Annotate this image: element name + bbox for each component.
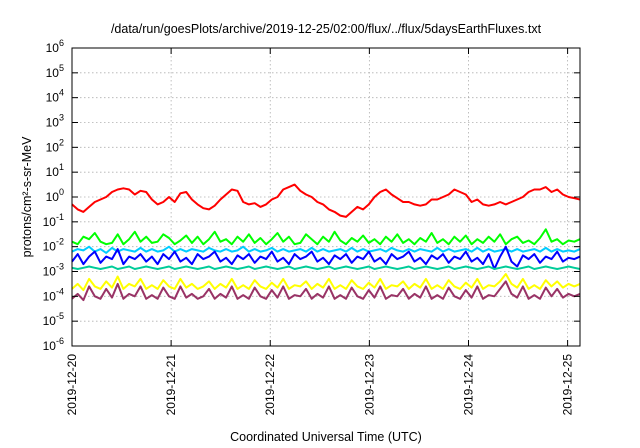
y-tick-exponent: -5 <box>56 311 64 321</box>
series-line-4 <box>71 245 581 270</box>
y-tick-exponent: -2 <box>56 237 64 247</box>
series-line-1 <box>71 183 581 218</box>
y-tick-exponent: -6 <box>56 336 64 346</box>
x-tick-label: 2019-12-21 <box>164 354 178 416</box>
y-tick-exponent: 4 <box>59 88 64 98</box>
y-axis-label: protons/cm²-s-sr-MeV <box>20 136 34 258</box>
y-tick-exponent: 1 <box>59 162 64 172</box>
grid-lines <box>72 48 580 346</box>
chart-title: /data/run/goesPlots/archive/2019-12-25/0… <box>111 22 542 36</box>
x-tick-label: 2019-12-22 <box>263 354 277 416</box>
y-tick-exponent: 5 <box>59 63 64 73</box>
y-tick-exponent: -4 <box>56 286 64 296</box>
series-line-2 <box>71 228 581 246</box>
x-tick-label: 2019-12-25 <box>561 354 575 416</box>
y-tick-exponent: 0 <box>59 187 64 197</box>
x-axis-label: Coordinated Universal Time (UTC) <box>230 430 422 444</box>
y-tick-exponent: 2 <box>59 137 64 147</box>
series-line-5 <box>71 265 581 270</box>
x-tick-label: 2019-12-24 <box>461 354 475 416</box>
x-tick-label: 2019-12-23 <box>362 354 376 416</box>
y-tick-exponent: -3 <box>56 262 64 272</box>
x-axis-ticks: 2019-12-20 2019-12-21 2019-12-22 2019-12-23… <box>65 48 575 415</box>
y-tick-exponent: 3 <box>59 113 64 123</box>
y-tick-exponent: 6 <box>59 38 64 48</box>
series-line-6 <box>71 273 581 292</box>
series-lines <box>71 183 581 302</box>
x-tick-label: 2019-12-20 <box>65 354 79 416</box>
series-line-3 <box>71 245 581 254</box>
y-tick-exponent: -1 <box>56 212 64 222</box>
series-line-7 <box>71 280 581 302</box>
